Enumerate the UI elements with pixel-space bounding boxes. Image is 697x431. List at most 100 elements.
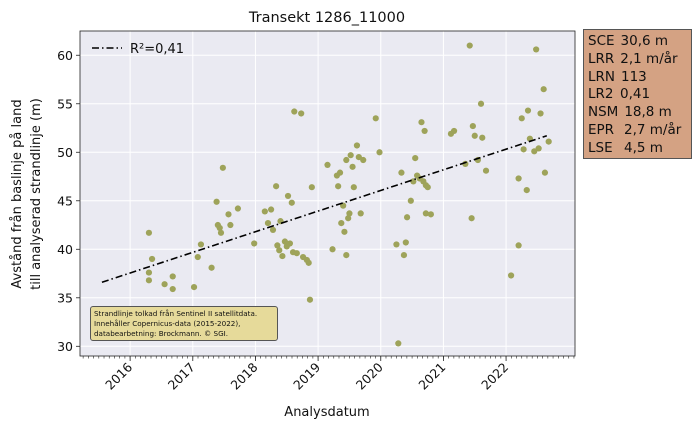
stat-value: 113	[621, 68, 647, 85]
data-point	[412, 154, 419, 162]
data-point	[482, 167, 490, 174]
data-point	[324, 161, 331, 168]
legend-label: R²=0,41	[130, 42, 184, 57]
data-point	[190, 284, 198, 291]
data-point	[338, 219, 345, 227]
data-point	[234, 205, 241, 212]
stat-row-lrn: LRN 113	[588, 69, 691, 87]
data-point	[276, 247, 283, 254]
plot-frame	[79, 30, 576, 357]
data-point	[471, 132, 478, 139]
data-point	[468, 215, 475, 222]
data-point	[264, 219, 272, 227]
stat-row-lrr: LRR 2,1 m/år	[588, 51, 691, 69]
data-point	[402, 239, 409, 246]
data-point	[268, 206, 275, 213]
data-point	[288, 199, 295, 206]
data-point	[213, 198, 220, 205]
data-point	[284, 192, 292, 200]
data-point	[227, 221, 234, 229]
data-point	[450, 127, 458, 135]
data-point	[306, 296, 314, 303]
x-tick-label: 2020	[353, 359, 386, 392]
data-point	[524, 107, 532, 114]
stat-key: LR2	[588, 86, 614, 103]
data-point	[403, 214, 411, 221]
data-point	[533, 46, 540, 53]
stat-value: 4,5 m	[624, 139, 663, 156]
data-points	[145, 42, 552, 347]
plot-background	[80, 31, 575, 356]
data-point	[398, 169, 405, 176]
data-point	[515, 242, 522, 249]
y-tick-label: 40	[57, 242, 73, 257]
data-point	[350, 184, 357, 191]
data-point	[293, 250, 300, 257]
data-point	[376, 149, 383, 156]
data-point	[545, 138, 552, 145]
data-point	[349, 163, 356, 170]
x-tick-label: 2019	[290, 359, 323, 392]
x-tick-label: 2016	[102, 359, 135, 392]
data-point	[343, 252, 350, 259]
credit-line-3: databearbetning: Brockmann. © SGI.	[94, 329, 229, 338]
data-point	[427, 211, 434, 218]
data-point	[329, 246, 336, 253]
data-point	[479, 134, 486, 141]
data-point	[298, 110, 305, 117]
data-point	[520, 146, 527, 153]
data-point	[372, 115, 379, 122]
y-tick-label: 60	[57, 48, 73, 63]
trendline-layer	[101, 135, 548, 284]
legend: R²=0,41	[92, 42, 184, 57]
data-point	[540, 86, 547, 93]
data-point	[531, 148, 538, 155]
data-point	[343, 156, 350, 164]
data-point	[216, 224, 223, 232]
data-point	[219, 164, 226, 171]
data-point	[360, 156, 367, 164]
chart-title: Transekt 1286_11000	[248, 10, 405, 26]
data-point	[518, 115, 525, 122]
data-point	[418, 119, 425, 126]
data-point	[148, 255, 156, 263]
data-point	[286, 240, 294, 247]
data-point	[507, 272, 515, 279]
data-point	[424, 184, 431, 191]
stat-key: LSE	[588, 139, 613, 156]
statistics-box: SCE 30,6 m LRR 2,1 m/år LRN 113 LR2 0,41 NSM…	[583, 29, 692, 159]
data-point	[357, 210, 364, 217]
stat-value: 30,6 m	[620, 33, 669, 49]
data-point	[466, 42, 473, 49]
y-tick-label: 55	[57, 96, 73, 111]
data-point	[305, 259, 312, 266]
data-credit-box: Strandlinje tolkad från Sentinel II sate…	[90, 306, 278, 341]
data-point	[523, 187, 530, 194]
credit-line-2: Innehåller Copernicus-data (2015-2022),	[94, 319, 241, 328]
y-tick-label: 45	[57, 193, 73, 208]
stat-key: LRR	[588, 50, 615, 67]
x-tick-label: 2017	[165, 360, 198, 393]
stat-key: SCE	[588, 33, 615, 49]
stat-row-sce: SCE 30,6 m	[588, 33, 691, 51]
data-point	[208, 264, 215, 271]
stat-key: EPR	[588, 121, 615, 138]
data-point	[217, 229, 225, 236]
grid	[80, 31, 575, 356]
data-point	[395, 340, 402, 347]
trendline	[101, 135, 548, 284]
data-point	[269, 226, 277, 233]
y-axis-label-line2: till analyserad strandlinje (m)	[29, 98, 44, 290]
data-point	[407, 197, 414, 204]
data-point	[335, 183, 342, 190]
data-point	[145, 269, 153, 276]
data-point	[336, 169, 344, 176]
stat-key: NSM	[588, 104, 619, 121]
data-point	[345, 215, 352, 222]
data-point	[197, 241, 205, 248]
x-tick-label: 2022	[478, 360, 511, 393]
data-point	[251, 240, 258, 247]
data-point	[145, 277, 153, 284]
stat-row-nsm: NSM 18,8 m	[588, 104, 691, 122]
x-axis-label: Analysdatum	[284, 405, 369, 420]
